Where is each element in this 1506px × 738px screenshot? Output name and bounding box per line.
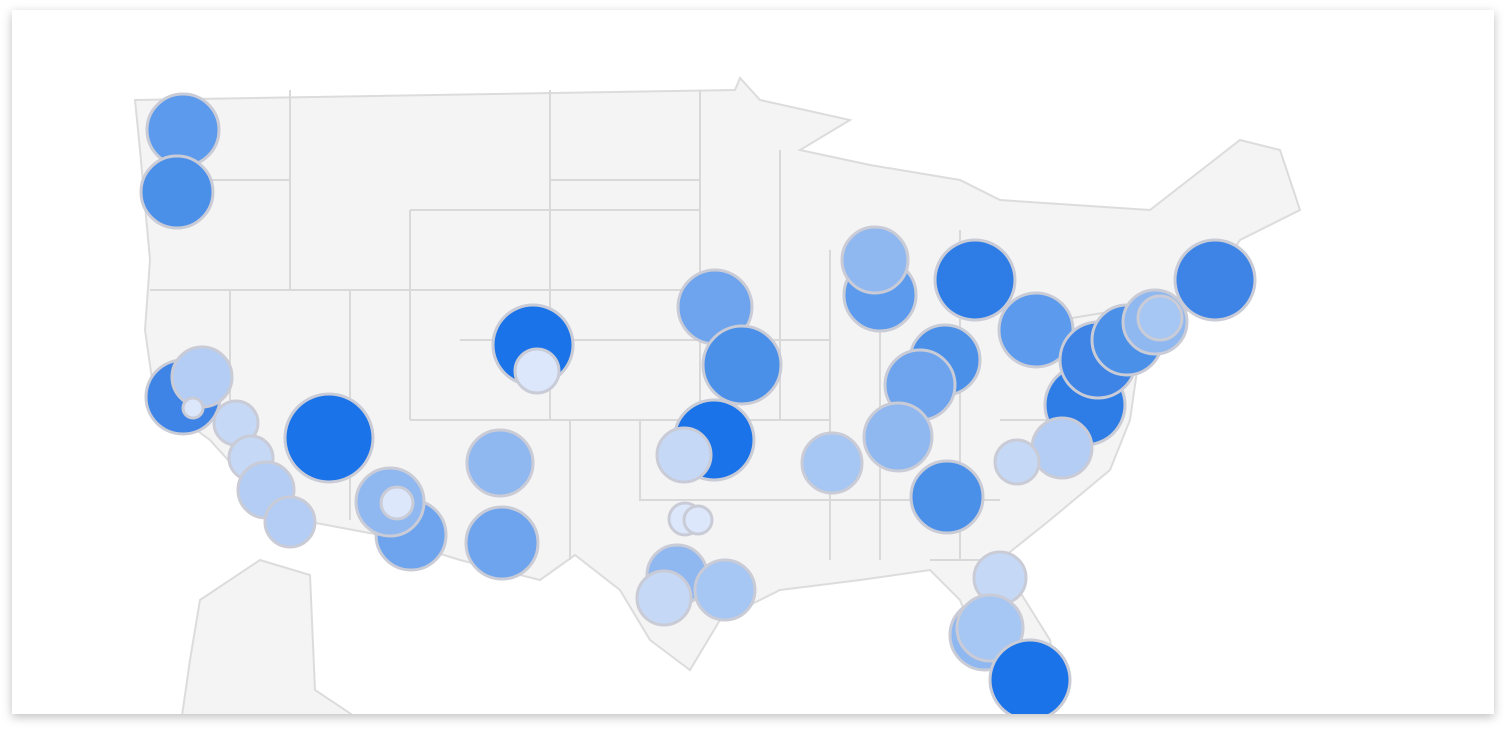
- bubble: [513, 347, 561, 395]
- bubble: [263, 495, 317, 549]
- bubble: [139, 154, 215, 230]
- bubble: [955, 593, 1025, 663]
- alaska: [181, 558, 353, 714]
- bubble: [181, 396, 205, 420]
- bubble: [682, 504, 714, 536]
- bubble: [655, 426, 713, 484]
- map: [133, 76, 1302, 714]
- bubble: [693, 558, 757, 622]
- bubble: [170, 345, 234, 409]
- bubble: [988, 638, 1072, 714]
- bubble: [1173, 238, 1257, 322]
- bubble: [635, 569, 693, 627]
- bubble: [862, 401, 934, 473]
- bubble: [933, 238, 1017, 322]
- bubble: [909, 459, 985, 535]
- bubble: [379, 485, 415, 521]
- bubbles: [139, 92, 1257, 714]
- bubble: [464, 505, 540, 581]
- bubble: [840, 225, 910, 295]
- bubble: [993, 438, 1041, 486]
- bubble: [800, 431, 864, 495]
- bubble: [283, 392, 375, 484]
- bubble: [701, 324, 783, 406]
- bubble: [1136, 294, 1184, 342]
- bubble: [465, 428, 535, 498]
- bubble: [1030, 416, 1094, 480]
